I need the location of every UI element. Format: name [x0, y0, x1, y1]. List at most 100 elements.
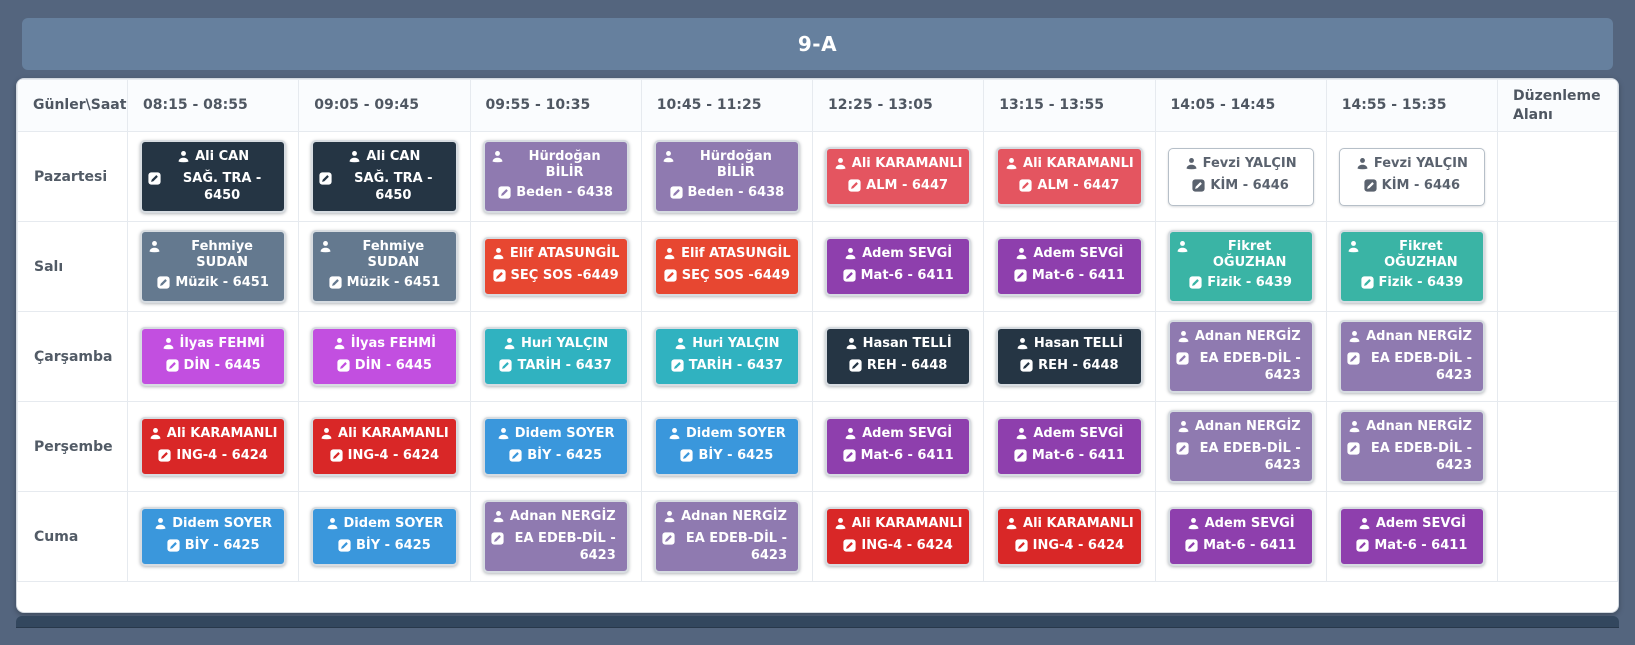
lesson-cell: Fikret OĞUZHAN Fizik - 6439: [1154, 221, 1327, 312]
lesson-card[interactable]: Didem SOYER BİY - 6425: [311, 506, 458, 567]
lesson-line: Müzik - 6451: [148, 275, 278, 294]
lesson-cell: Hasan TELLİ REH - 6448: [983, 311, 1156, 402]
lesson-icon: [848, 178, 861, 197]
lesson-card[interactable]: Fevzi YALÇIN KİM - 6446: [1338, 147, 1485, 206]
lesson-card[interactable]: Ali CAN SAĞ. TRA - 6450: [311, 140, 458, 213]
lesson-card[interactable]: İlyas FEHMİ DİN - 6445: [311, 326, 458, 387]
lesson-icon: [330, 448, 343, 467]
day-label-cell: Cuma: [17, 491, 128, 582]
teacher-name: İlyas FEHMİ: [179, 335, 265, 351]
teacher-line: Ali KARAMANLI: [833, 516, 963, 535]
lesson-card[interactable]: Adem SEVGİ Mat-6 - 6411: [1167, 506, 1314, 567]
lesson-name: EA EDEB-DİL - 6423: [1370, 441, 1472, 473]
teacher-name: Adem SEVGİ: [1204, 515, 1295, 531]
teacher-icon: [834, 156, 847, 175]
lesson-name: BİY - 6425: [355, 538, 431, 553]
lesson-card[interactable]: Elif ATASUNGİL SEÇ SOS -6449: [482, 236, 629, 297]
lesson-cell: Adnan NERGİZ EA EDEB-DİL - 6423: [1154, 311, 1327, 402]
lesson-icon: [337, 358, 350, 377]
teacher-name: Adem SEVGİ: [862, 425, 953, 441]
lesson-line: Beden - 6438: [491, 185, 621, 204]
lesson-card[interactable]: Elif ATASUNGİL SEÇ SOS -6449: [653, 236, 800, 297]
lesson-card[interactable]: Ali KARAMANLI ING-4 - 6424: [996, 506, 1143, 567]
time-header-cell: 12:25 - 13:05: [811, 79, 985, 132]
lesson-line: EA EDEB-DİL - 6423: [1347, 351, 1477, 384]
teacher-icon: [834, 516, 847, 535]
lesson-icon: [1014, 448, 1027, 467]
lesson-card[interactable]: Didem SOYER BİY - 6425: [653, 416, 800, 477]
lesson-card[interactable]: Adem SEVGİ Mat-6 - 6411: [996, 236, 1143, 297]
lesson-card[interactable]: Adem SEVGİ Mat-6 - 6411: [1338, 506, 1485, 567]
lesson-card[interactable]: Didem SOYER BİY - 6425: [140, 506, 287, 567]
lesson-card[interactable]: Ali CAN SAĞ. TRA - 6450: [140, 140, 287, 213]
lesson-card[interactable]: Hürdoğan BİLİR Beden - 6438: [482, 140, 629, 213]
lesson-line: EA EDEB-DİL - 6423: [1175, 351, 1306, 384]
lesson-line: KİM - 6446: [1175, 178, 1307, 197]
lesson-card[interactable]: Fehmiye SUDAN Müzik - 6451: [140, 230, 287, 303]
teacher-icon: [497, 426, 510, 445]
teacher-line: Ali KARAMANLI: [1004, 156, 1134, 175]
lesson-card[interactable]: Huri YALÇIN TARİH - 6437: [482, 326, 629, 387]
lesson-card[interactable]: Adnan NERGİZ EA EDEB-DİL - 6423: [1338, 410, 1485, 483]
lesson-card[interactable]: Ali KARAMANLI ING-4 - 6424: [311, 416, 458, 477]
lesson-card[interactable]: Ali KARAMANLI ALM - 6447: [996, 146, 1143, 207]
lesson-name: Mat-6 - 6411: [1374, 538, 1468, 553]
lesson-line: Müzik - 6451: [319, 275, 449, 294]
lesson-line: Mat-6 - 6411: [1347, 538, 1477, 557]
lesson-card[interactable]: Adnan NERGİZ EA EDEB-DİL - 6423: [1167, 410, 1314, 483]
teacher-name: Adem SEVGİ: [862, 245, 953, 261]
lesson-card[interactable]: Huri YALÇIN TARİH - 6437: [653, 326, 800, 387]
teacher-name: Fikret OĞUZHAN: [1212, 239, 1287, 271]
lesson-cell: Elif ATASUNGİL SEÇ SOS -6449: [469, 221, 642, 312]
teacher-name: Adnan NERGİZ: [1366, 419, 1472, 435]
lesson-card[interactable]: Ali KARAMANLI ING-4 - 6424: [825, 506, 972, 567]
teacher-name: Didem SOYER: [343, 515, 444, 531]
lesson-line: ING-4 - 6424: [319, 448, 449, 467]
lesson-name: DİN - 6445: [183, 358, 261, 373]
lesson-card[interactable]: Fevzi YALÇIN KİM - 6446: [1167, 147, 1314, 206]
lesson-card[interactable]: Adnan NERGİZ EA EDEB-DİL - 6423: [653, 500, 800, 573]
lesson-name: EA EDEB-DİL - 6423: [1199, 441, 1301, 473]
lesson-card[interactable]: Didem SOYER BİY - 6425: [482, 416, 629, 477]
lesson-card[interactable]: Adnan NERGİZ EA EDEB-DİL - 6423: [1338, 320, 1485, 393]
lesson-card[interactable]: Ali KARAMANLI ING-4 - 6424: [140, 416, 287, 477]
time-header-cell: 13:15 - 13:55: [983, 79, 1156, 132]
lesson-card[interactable]: Fikret OĞUZHAN Fizik - 6439: [1167, 230, 1314, 303]
lesson-line: DİN - 6445: [148, 358, 278, 377]
lesson-name: ING-4 - 6424: [347, 448, 440, 463]
teacher-icon: [1347, 239, 1360, 258]
day-row: Salı Fehmiye SUDAN Müzik - 6451 Fehmiye SUD…: [17, 221, 1618, 312]
lesson-name: Mat-6 - 6411: [860, 448, 954, 463]
lesson-card[interactable]: Adem SEVGİ Mat-6 - 6411: [825, 416, 972, 477]
page-title: 9-A: [797, 32, 838, 56]
lesson-icon: [662, 531, 675, 550]
lesson-cell: Adem SEVGİ Mat-6 - 6411: [1154, 491, 1327, 582]
lesson-line: DİN - 6445: [319, 358, 449, 377]
lesson-cell: Hürdoğan BİLİR Beden - 6438: [469, 131, 642, 222]
lesson-card[interactable]: Adem SEVGİ Mat-6 - 6411: [996, 416, 1143, 477]
lesson-cell: Ali KARAMANLI ING-4 - 6424: [983, 491, 1156, 582]
teacher-icon: [503, 336, 516, 355]
lesson-name: Fizik - 6439: [1378, 274, 1464, 290]
lesson-card[interactable]: Adnan NERGİZ EA EDEB-DİL - 6423: [482, 500, 629, 573]
lesson-card[interactable]: Adem SEVGİ Mat-6 - 6411: [825, 236, 972, 297]
lesson-card[interactable]: Hürdoğan BİLİR Beden - 6438: [653, 140, 800, 213]
time-header-cell: 09:55 - 10:35: [469, 79, 642, 132]
lesson-card[interactable]: Hasan TELLİ REH - 6448: [996, 326, 1143, 387]
lesson-card[interactable]: Adnan NERGİZ EA EDEB-DİL - 6423: [1167, 320, 1314, 393]
teacher-name: Fevzi YALÇIN: [1373, 155, 1468, 171]
lesson-card[interactable]: Fikret OĞUZHAN Fizik - 6439: [1338, 230, 1485, 303]
lesson-icon: [1356, 538, 1369, 557]
lesson-card[interactable]: İlyas FEHMİ DİN - 6445: [140, 326, 287, 387]
teacher-icon: [663, 246, 676, 265]
lesson-card[interactable]: Fehmiye SUDAN Müzik - 6451: [311, 230, 458, 303]
lesson-icon: [319, 171, 332, 190]
edit-area-cell: [1497, 401, 1618, 492]
lesson-name: ING-4 - 6424: [861, 538, 953, 553]
lesson-card[interactable]: Hasan TELLİ REH - 6448: [825, 326, 972, 387]
lesson-card[interactable]: Ali KARAMANLI ALM - 6447: [825, 146, 972, 207]
teacher-line: Ali KARAMANLI: [1004, 516, 1134, 535]
lesson-icon: [1020, 358, 1033, 377]
lesson-cell: Ali KARAMANLI ING-4 - 6424: [298, 401, 471, 492]
teacher-name: Fehmiye SUDAN: [362, 239, 425, 271]
